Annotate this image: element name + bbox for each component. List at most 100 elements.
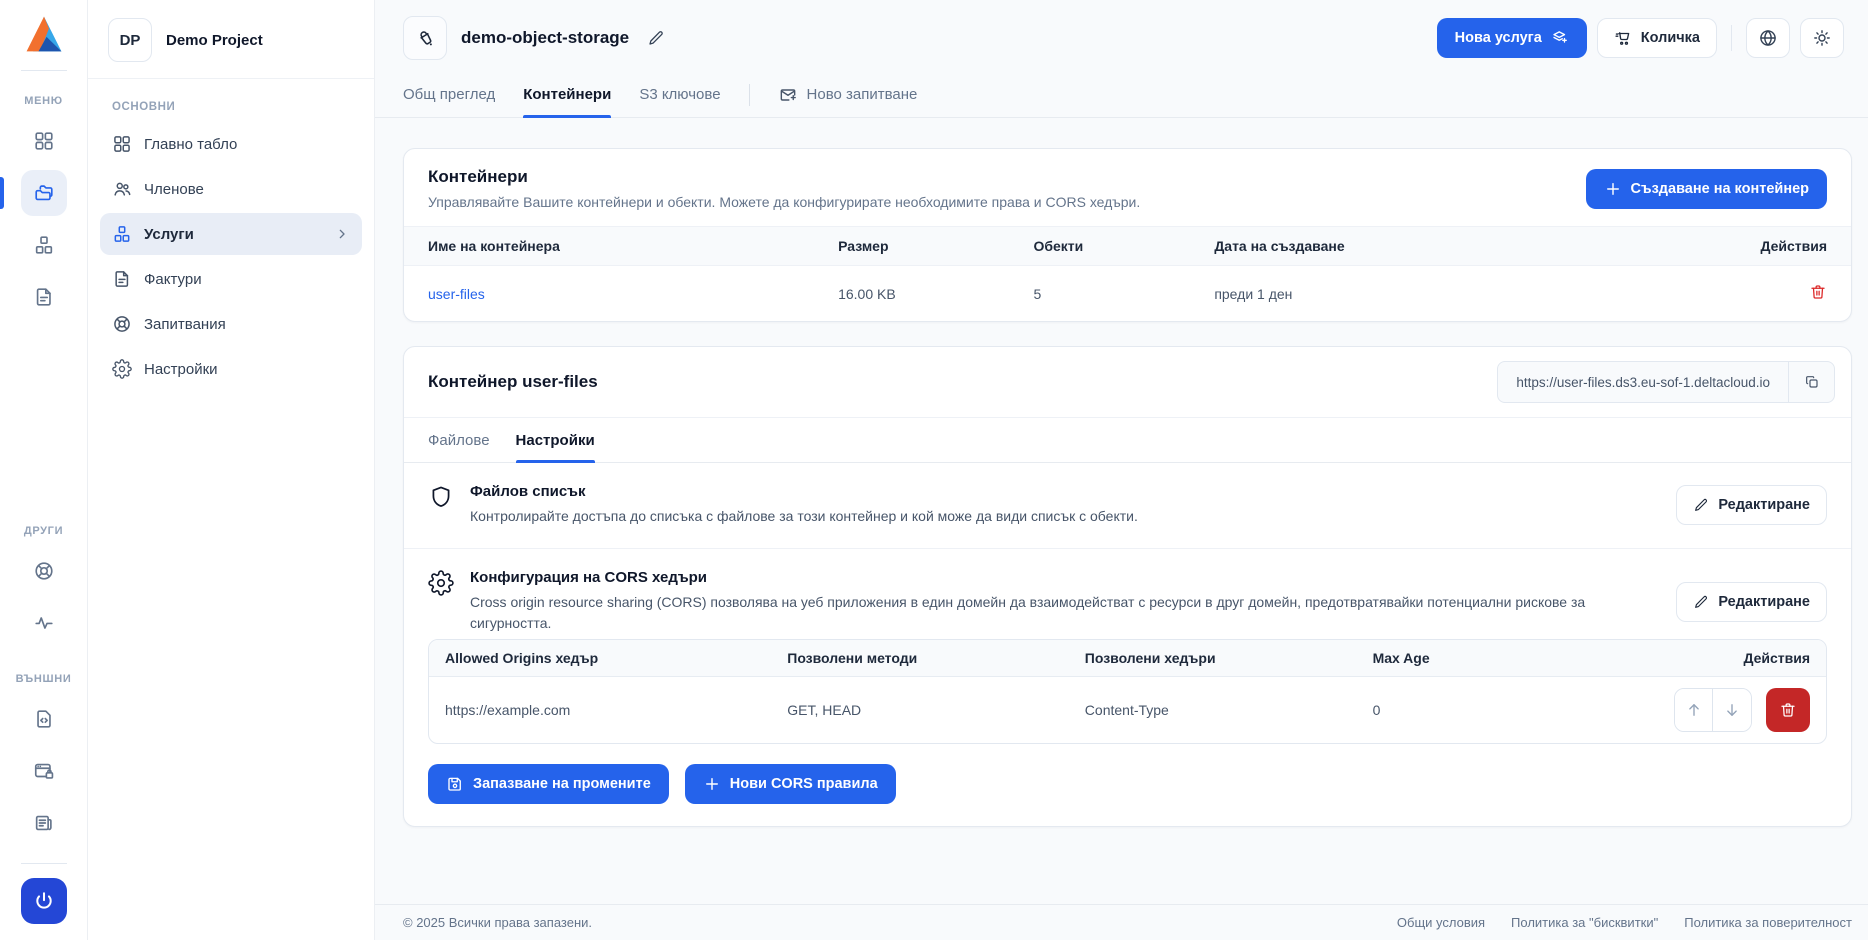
rail-news-icon[interactable]	[21, 800, 67, 846]
rail-support-icon[interactable]	[21, 548, 67, 594]
page-content: Контейнери Управлявайте Вашите контейнер…	[375, 118, 1868, 904]
cors-max-age: 0	[1372, 702, 1381, 719]
header-divider	[1731, 25, 1732, 51]
footer-links: Общи условия Политика за "бисквитки" Пол…	[1397, 915, 1852, 930]
sidebar-item-label: Настройки	[144, 360, 218, 378]
containers-table-header: Име на контейнера Размер Обекти Дата на …	[404, 226, 1851, 266]
cors-table: Allowed Origins хедър Позволени методи П…	[429, 640, 1826, 743]
rail-divider	[20, 863, 67, 864]
users-icon	[112, 179, 132, 199]
container-created: преди 1 ден	[1214, 285, 1293, 302]
tab-files[interactable]: Файлове	[428, 431, 490, 449]
container-detail-title: Контейнер user-files	[428, 372, 598, 391]
footer: © 2025 Всички права запазени. Общи услов…	[375, 904, 1868, 940]
sidebar-item-inquiries[interactable]: Запитвания	[100, 303, 362, 345]
move-up-button[interactable]	[1675, 689, 1713, 732]
cors-section: Конфигурация на CORS хедъри Cross origin…	[404, 549, 1851, 635]
tab-container-settings[interactable]: Настройки	[515, 418, 595, 463]
move-down-button[interactable]	[1713, 689, 1751, 732]
layers-plus-icon	[1553, 31, 1567, 43]
cors-title: Конфигурация на CORS хедъри	[470, 568, 708, 586]
container-detail-card: Контейнер user-files https://user-files.…	[403, 346, 1852, 828]
container-name-link[interactable]: user-files	[428, 285, 485, 302]
rail-storage-icon[interactable]	[0, 170, 67, 216]
sidebar-item-label: Главно табло	[144, 135, 238, 153]
file-list-title: Файлов списък	[470, 483, 586, 500]
container-url-box: https://user-files.ds3.eu-sof-1.deltaclo…	[1497, 361, 1835, 403]
sidebar-item-dashboard[interactable]: Главно табло	[100, 123, 362, 165]
containers-table: Име на контейнера Размер Обекти Дата на …	[404, 226, 1851, 321]
project-name: Demo Project	[166, 31, 263, 49]
edit-file-list-button[interactable]: Редактиране	[1676, 485, 1827, 526]
rail-dashboard-icon[interactable]	[21, 118, 67, 164]
sidebar-item-settings[interactable]: Настройки	[100, 348, 362, 390]
rail-invoices-icon[interactable]	[21, 274, 67, 320]
col-allowed-origins: Allowed Origins хедър	[429, 640, 772, 678]
copy-icon	[1805, 376, 1818, 388]
tab-overview[interactable]: Общ преглед	[403, 86, 496, 103]
object-storage-icon	[403, 16, 447, 60]
tabs-divider	[748, 83, 750, 106]
sidebar-item-label: Запитвания	[144, 315, 226, 333]
services-icon	[112, 224, 132, 244]
plus-icon	[1606, 182, 1619, 195]
lifebuoy-icon	[112, 314, 132, 334]
container-size: 16.00 KB	[838, 285, 896, 302]
service-tabs: Общ преглед Контейнери S3 ключове Ново з…	[375, 72, 1868, 118]
col-allowed-headers: Позволени хедъри	[1068, 640, 1357, 678]
theme-toggle-button[interactable]	[1800, 18, 1844, 58]
service-header: demo-object-storage Нова услуга Количка	[375, 0, 1868, 72]
save-changes-button[interactable]: Запазване на промените	[428, 764, 669, 805]
edit-cors-button[interactable]: Редактиране	[1676, 581, 1827, 622]
gear-icon	[428, 569, 454, 596]
cors-rule-row: https://example.com GET, HEAD Content-Ty…	[429, 677, 1826, 744]
logout-power-button[interactable]	[20, 878, 67, 924]
cart-button[interactable]: Количка	[1596, 18, 1717, 58]
tab-s3-keys[interactable]: S3 ключове	[639, 86, 721, 103]
tab-new-inquiry[interactable]: Ново запитване	[778, 72, 917, 117]
create-container-button[interactable]: Създаване на контейнер	[1585, 168, 1827, 209]
cors-actions-row: Запазване на промените Нови CORS правила	[404, 744, 1851, 826]
footer-link-cookies[interactable]: Политика за "бисквитки"	[1511, 915, 1659, 930]
gear-icon	[112, 359, 132, 379]
col-objects: Обекти	[1033, 226, 1215, 266]
rail-docs-icon[interactable]	[21, 696, 67, 742]
container-url: https://user-files.ds3.eu-sof-1.deltaclo…	[1516, 374, 1770, 390]
delete-container-trash-icon[interactable]	[1809, 283, 1827, 301]
sidebar-item-services[interactable]: Услуги	[100, 213, 362, 255]
sidebar-item-invoices[interactable]: Фактури	[100, 258, 362, 300]
page-title: demo-object-storage	[461, 28, 630, 47]
sidebar-item-label: Фактури	[144, 270, 202, 288]
trash-icon	[1781, 703, 1795, 717]
new-cors-rules-button[interactable]: Нови CORS правила	[684, 764, 896, 805]
rail-status-icon[interactable]	[21, 600, 67, 646]
invoice-icon	[112, 269, 132, 289]
project-switcher[interactable]: DP Demo Project	[88, 0, 374, 78]
containers-card: Контейнери Управлявайте Вашите контейнер…	[403, 148, 1852, 322]
edit-title-pencil-icon[interactable]	[647, 29, 665, 47]
pencil-icon	[1695, 499, 1708, 512]
rail-services-icon[interactable]	[21, 222, 67, 268]
project-avatar: DP	[108, 18, 152, 62]
containers-card-subtitle: Управлявайте Вашите контейнери и обекти.…	[428, 194, 1141, 210]
copy-url-button[interactable]	[1788, 362, 1834, 402]
shield-icon	[428, 484, 454, 510]
sidebar-item-members[interactable]: Членове	[100, 168, 362, 210]
rail-others-label: ДРУГИ	[23, 525, 64, 537]
rail-menu-label: МЕНЮ	[24, 95, 63, 107]
file-list-section: Файлов списък Контролирайте достъпа до с…	[404, 463, 1851, 549]
col-container-name: Име на контейнера	[404, 226, 839, 266]
delete-cors-rule-button[interactable]	[1766, 688, 1810, 733]
footer-link-terms[interactable]: Общи условия	[1396, 915, 1486, 930]
tab-containers[interactable]: Контейнери	[523, 72, 612, 118]
cors-description: Cross origin resource sharing (CORS) поз…	[470, 593, 1586, 632]
rail-admin-panel-icon[interactable]	[21, 748, 67, 794]
save-icon	[448, 777, 461, 791]
language-globe-button[interactable]	[1746, 18, 1790, 58]
brand-logo-icon[interactable]	[22, 12, 66, 58]
col-max-age: Max Age	[1356, 640, 1588, 678]
footer-link-privacy[interactable]: Политика за поверителност	[1684, 915, 1852, 930]
new-service-button[interactable]: Нова услуга	[1436, 18, 1587, 58]
col-actions: Действия	[1615, 226, 1851, 266]
container-tabs: Файлове Настройки	[404, 417, 1851, 463]
